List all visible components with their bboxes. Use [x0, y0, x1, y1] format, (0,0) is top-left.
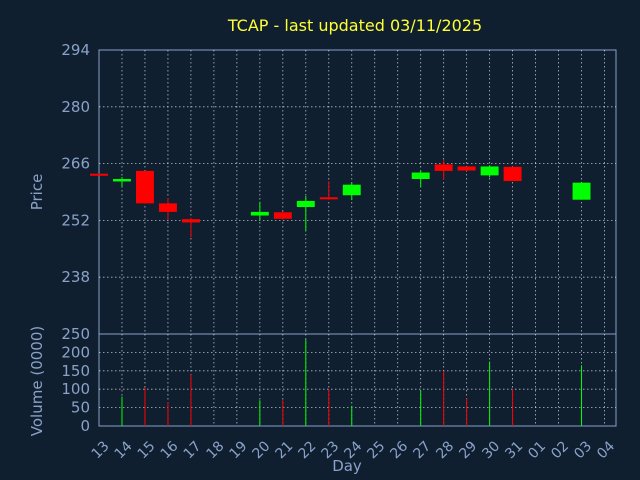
volume-series	[121, 339, 583, 426]
volume-y-tick-label: 50	[71, 399, 90, 417]
volume-y-tick-label: 200	[61, 343, 90, 361]
candle-body	[158, 203, 177, 212]
x-tick-label: 16	[158, 438, 182, 462]
candle-body	[113, 179, 131, 182]
candle-body	[90, 173, 108, 176]
candle-body	[319, 197, 338, 200]
x-tick-label: 02	[548, 438, 572, 462]
x-tick-label: 31	[502, 438, 526, 462]
x-tick-label: 20	[250, 438, 274, 462]
x-tick-label: 22	[295, 438, 319, 462]
x-tick-label: 04	[594, 438, 618, 462]
volume-y-tick-label: 0	[80, 417, 90, 435]
price-y-tick-label: 266	[61, 155, 90, 173]
volume-grid	[99, 334, 616, 426]
candle-body	[342, 184, 361, 196]
chart-title: TCAP - last updated 03/11/2025	[227, 16, 482, 35]
price-y-tick-label: 238	[61, 268, 90, 286]
candle-body	[296, 200, 315, 208]
x-tick-label: 14	[112, 438, 136, 462]
x-tick-label: 21	[273, 438, 297, 462]
volume-plot-area	[98, 333, 617, 427]
x-tick-label: 25	[364, 438, 388, 462]
price-axis-label: Price	[28, 174, 46, 211]
candle-body	[411, 172, 430, 180]
candle-body	[457, 166, 476, 171]
price-y-axis-ticks: 294 280 266 252 238	[61, 41, 90, 286]
x-tick-label: 19	[227, 438, 251, 462]
candle-body	[480, 166, 499, 176]
candle-body	[135, 170, 154, 204]
candle-body	[273, 212, 292, 219]
volume-y-tick-label: 100	[61, 380, 90, 398]
x-tick-label: 28	[433, 438, 457, 462]
candle-body	[434, 164, 453, 171]
x-tick-label: 13	[89, 438, 113, 462]
x-axis-label: Day	[332, 457, 362, 475]
candle-body	[181, 219, 200, 223]
candle-body	[572, 182, 591, 200]
candle-body	[250, 211, 269, 216]
x-tick-label: 03	[571, 438, 595, 462]
volume-axis-label: Volume (0000)	[28, 326, 46, 436]
volume-y-tick-label: 250	[61, 325, 90, 343]
price-panel: 294 280 266 252 238 Price	[28, 41, 617, 335]
price-y-tick-label: 294	[61, 41, 90, 59]
x-tick-label: 01	[525, 438, 549, 462]
price-y-tick-label: 252	[61, 211, 90, 229]
candle-body	[503, 166, 522, 182]
x-tick-label: 27	[410, 438, 434, 462]
price-grid	[99, 50, 616, 334]
x-tick-label: 17	[181, 438, 205, 462]
x-tick-label: 30	[479, 438, 503, 462]
volume-y-tick-label: 150	[61, 362, 90, 380]
price-y-tick-label: 280	[61, 98, 90, 116]
candlestick-series	[90, 159, 591, 238]
x-tick-label: 29	[456, 438, 480, 462]
x-tick-label: 15	[135, 438, 159, 462]
x-tick-label: 18	[204, 438, 228, 462]
x-tick-label: 26	[387, 438, 411, 462]
